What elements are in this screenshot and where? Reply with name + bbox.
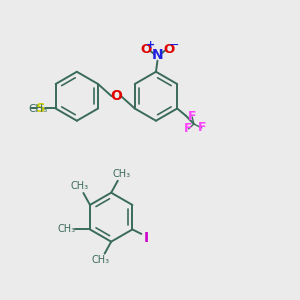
Text: I: I xyxy=(144,231,149,245)
Text: O: O xyxy=(163,44,174,56)
Text: −: − xyxy=(169,39,179,52)
Text: O: O xyxy=(110,89,122,103)
Text: CH₃: CH₃ xyxy=(58,224,76,234)
Text: +: + xyxy=(146,40,155,50)
Text: CH₃: CH₃ xyxy=(112,169,130,179)
Text: CH₃: CH₃ xyxy=(29,104,48,114)
Text: CH₃: CH₃ xyxy=(71,182,89,191)
Text: O: O xyxy=(140,44,152,56)
Text: CH₃: CH₃ xyxy=(92,255,110,265)
Text: F: F xyxy=(184,122,193,135)
Text: F: F xyxy=(197,122,206,134)
Text: F: F xyxy=(188,110,197,123)
Text: N: N xyxy=(152,48,163,62)
Text: S: S xyxy=(37,102,46,115)
